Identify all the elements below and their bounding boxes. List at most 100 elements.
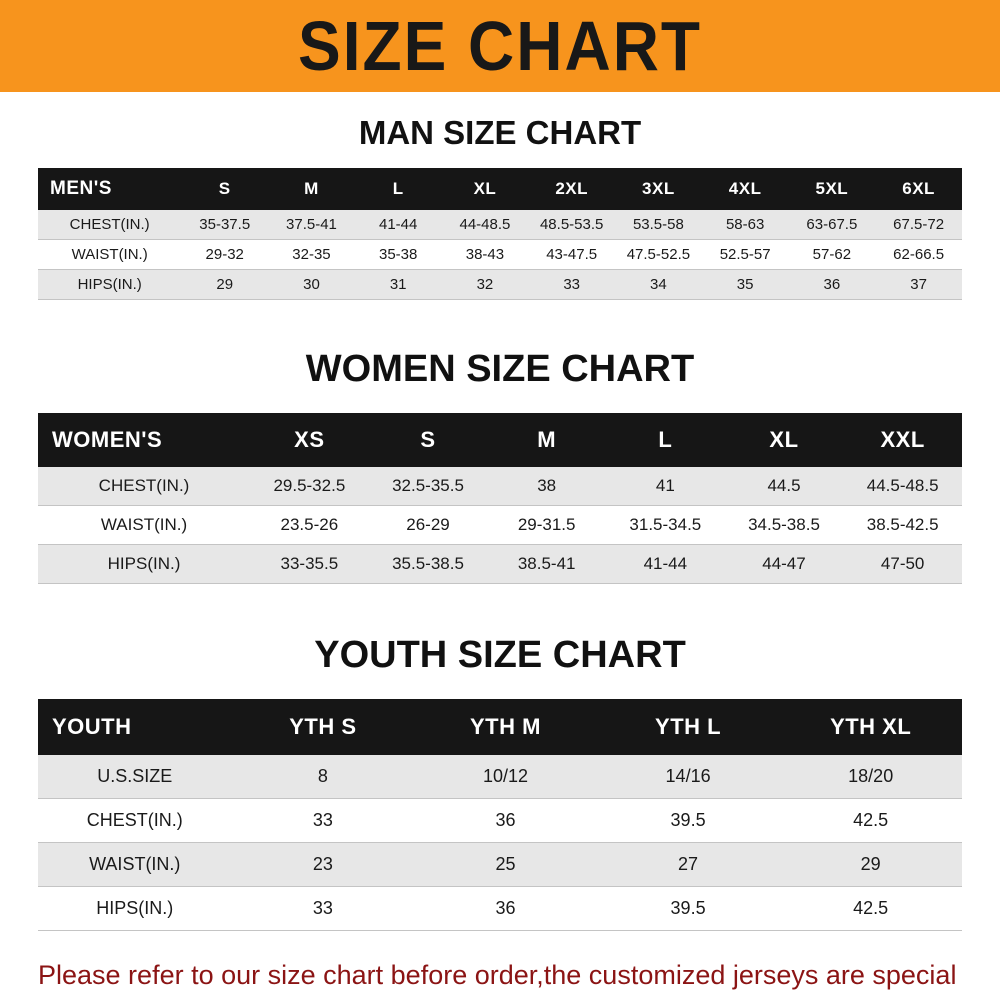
size-header-cell: M <box>268 168 355 210</box>
value-cell: 10/12 <box>414 755 597 799</box>
size-header-cell: M <box>487 413 606 467</box>
measure-label-cell: CHEST(IN.) <box>38 210 182 240</box>
value-cell: 8 <box>231 755 415 799</box>
size-header-cell: 6XL <box>875 168 962 210</box>
size-header-cell: XS <box>250 413 369 467</box>
women-size-section: WOMEN SIZE CHART WOMEN'S XS S M L XL XXL CHEST(… <box>0 348 1000 584</box>
value-cell: 63-67.5 <box>788 210 876 240</box>
table-row: CHEST(IN.) 29.5-32.5 32.5-35.5 38 41 44.5 44.5… <box>38 467 962 506</box>
value-cell: 38-43 <box>441 239 529 270</box>
value-cell: 39.5 <box>596 886 780 931</box>
measure-label-cell: WAIST(IN.) <box>38 842 232 887</box>
value-cell: 42.5 <box>779 798 962 843</box>
men-size-table: MEN'S S M L XL 2XL 3XL 4XL 5XL 6XL CHEST(IN.) 35-37… <box>38 168 962 300</box>
table-title-cell: WOMEN'S <box>38 413 251 467</box>
value-cell: 44-47 <box>724 544 844 584</box>
size-header-cell: YTH S <box>231 699 415 755</box>
value-cell: 41 <box>606 467 725 506</box>
value-cell: 53.5-58 <box>615 210 702 240</box>
value-cell: 37 <box>875 269 962 300</box>
value-cell: 33-35.5 <box>250 544 369 584</box>
table-row: HIPS(IN.) 33-35.5 35.5-38.5 38.5-41 41-44 44-… <box>38 544 962 584</box>
size-header-cell: XXL <box>843 413 962 467</box>
women-size-table: WOMEN'S XS S M L XL XXL CHEST(IN.) 29.5-32.5 32.5… <box>38 413 962 584</box>
measure-label-cell: HIPS(IN.) <box>38 544 251 584</box>
value-cell: 35.5-38.5 <box>368 544 488 584</box>
value-cell: 29-32 <box>181 239 269 270</box>
value-cell: 43-47.5 <box>528 239 616 270</box>
table-row: HIPS(IN.) 33 36 39.5 42.5 <box>38 886 962 931</box>
value-cell: 23.5-26 <box>250 505 369 545</box>
table-row: WAIST(IN.) 23.5-26 26-29 29-31.5 31.5-34.5 34… <box>38 505 962 545</box>
value-cell: 36 <box>414 798 597 843</box>
size-header-cell: 4XL <box>701 168 789 210</box>
footer-disclaimer: Please refer to our size chart before or… <box>38 957 962 1000</box>
value-cell: 33 <box>231 886 415 931</box>
value-cell: 52.5-57 <box>701 239 789 270</box>
value-cell: 35-37.5 <box>181 210 269 240</box>
footer-line-1: Please refer to our size chart before or… <box>38 960 957 1000</box>
value-cell: 30 <box>268 269 355 300</box>
men-section-heading: MAN SIZE CHART <box>358 114 642 151</box>
value-cell: 29.5-32.5 <box>250 467 369 506</box>
value-cell: 32-35 <box>268 239 355 270</box>
value-cell: 27 <box>596 842 780 887</box>
table-header-row: YOUTH YTH S YTH M YTH L YTH XL <box>38 699 962 755</box>
value-cell: 29 <box>181 269 269 300</box>
value-cell: 38.5-42.5 <box>843 505 962 545</box>
value-cell: 47.5-52.5 <box>615 239 702 270</box>
size-header-cell: YTH XL <box>779 699 962 755</box>
table-row: U.S.SIZE 8 10/12 14/16 18/20 <box>38 755 962 799</box>
value-cell: 44.5-48.5 <box>843 467 962 506</box>
value-cell: 37.5-41 <box>268 210 355 240</box>
size-header-cell: S <box>368 413 488 467</box>
youth-size-section: YOUTH SIZE CHART YOUTH YTH S YTH M YTH L YTH… <box>0 634 1000 931</box>
value-cell: 32 <box>441 269 529 300</box>
table-header-row: WOMEN'S XS S M L XL XXL <box>38 413 962 467</box>
value-cell: 23 <box>231 842 415 887</box>
value-cell: 42.5 <box>779 886 962 931</box>
size-header-cell: YTH L <box>596 699 780 755</box>
table-title-cell: MEN'S <box>38 168 182 210</box>
value-cell: 35 <box>701 269 789 300</box>
youth-size-table: YOUTH YTH S YTH M YTH L YTH XL U.S.SIZE 8 10/12… <box>38 699 962 931</box>
value-cell: 58-63 <box>701 210 789 240</box>
value-cell: 44.5 <box>724 467 844 506</box>
value-cell: 62-66.5 <box>875 239 962 270</box>
value-cell: 35-38 <box>354 239 442 270</box>
size-header-cell: XL <box>724 413 844 467</box>
value-cell: 48.5-53.5 <box>528 210 616 240</box>
women-section-heading: WOMEN SIZE CHART <box>305 348 695 390</box>
table-row: CHEST(IN.) 33 36 39.5 42.5 <box>38 798 962 843</box>
value-cell: 34 <box>615 269 702 300</box>
value-cell: 33 <box>231 798 415 843</box>
value-cell: 29-31.5 <box>487 505 606 545</box>
value-cell: 36 <box>788 269 876 300</box>
youth-section-heading: YOUTH SIZE CHART <box>314 634 686 676</box>
value-cell: 14/16 <box>596 755 780 799</box>
size-header-cell: 3XL <box>615 168 702 210</box>
value-cell: 31 <box>354 269 442 300</box>
size-header-cell: YTH M <box>414 699 597 755</box>
value-cell: 29 <box>779 842 962 887</box>
measure-label-cell: U.S.SIZE <box>38 755 232 799</box>
value-cell: 26-29 <box>368 505 488 545</box>
value-cell: 41-44 <box>354 210 442 240</box>
size-header-cell: 2XL <box>528 168 616 210</box>
value-cell: 18/20 <box>779 755 962 799</box>
value-cell: 32.5-35.5 <box>368 467 488 506</box>
value-cell: 38.5-41 <box>487 544 606 584</box>
table-row: WAIST(IN.) 29-32 32-35 35-38 38-43 43-47.5 47.… <box>38 239 962 270</box>
measure-label-cell: CHEST(IN.) <box>38 467 251 506</box>
men-size-section: MAN SIZE CHART MEN'S S M L XL 2XL 3XL 4XL 5XL 6XL… <box>0 114 1000 300</box>
size-header-cell: L <box>354 168 442 210</box>
measure-label-cell: WAIST(IN.) <box>38 505 251 545</box>
table-header-row: MEN'S S M L XL 2XL 3XL 4XL 5XL 6XL <box>38 168 962 210</box>
value-cell: 34.5-38.5 <box>724 505 844 545</box>
measure-label-cell: WAIST(IN.) <box>38 239 182 270</box>
value-cell: 33 <box>528 269 616 300</box>
measure-label-cell: CHEST(IN.) <box>38 798 232 843</box>
value-cell: 36 <box>414 886 597 931</box>
size-chart-banner: SIZE CHART <box>0 0 1000 92</box>
page-title: SIZE CHART <box>298 7 702 85</box>
